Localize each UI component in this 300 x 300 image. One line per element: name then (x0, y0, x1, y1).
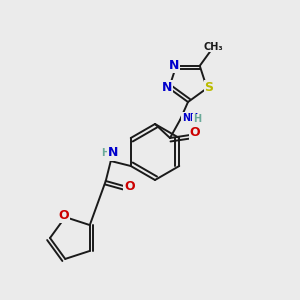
Text: NH: NH (182, 113, 198, 123)
Text: CH₃: CH₃ (203, 42, 223, 52)
Text: O: O (124, 179, 135, 193)
Text: O: O (58, 208, 68, 222)
Text: H: H (193, 114, 201, 124)
Text: N: N (162, 81, 172, 94)
Text: O: O (190, 127, 200, 140)
Text: S: S (205, 81, 214, 94)
Text: H: H (101, 148, 109, 158)
Text: N: N (169, 59, 179, 72)
Text: N: N (108, 146, 118, 160)
